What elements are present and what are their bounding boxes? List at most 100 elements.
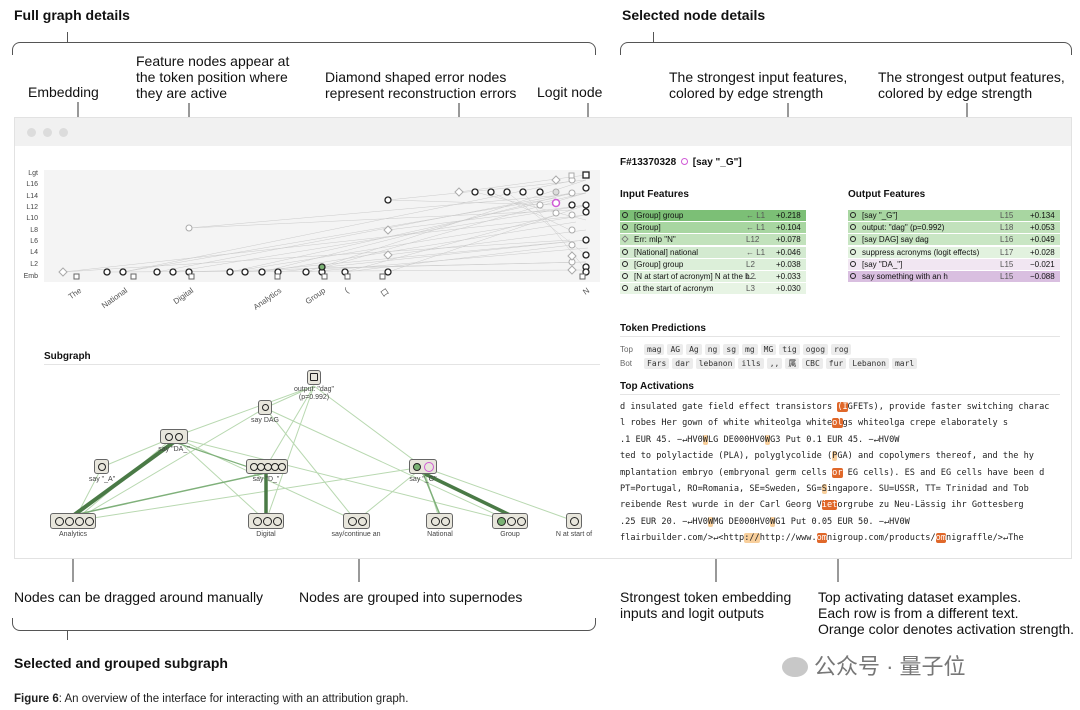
divider bbox=[620, 336, 1060, 337]
feature-value: −0.088 bbox=[1030, 272, 1055, 281]
feature-row[interactable]: say something with an h L15 −0.088 bbox=[848, 271, 1060, 282]
feature-row[interactable]: [Group] group ← L1 +0.218 bbox=[620, 210, 806, 221]
activation-row[interactable]: d insulated gate field effect transistor… bbox=[620, 402, 1060, 412]
feature-circle-icon bbox=[622, 260, 628, 267]
activation-row[interactable]: .25 EUR 20. −↵HV0WMG DE000HV0WG1 Put 0.0… bbox=[620, 516, 1060, 527]
supernode-digital[interactable] bbox=[248, 513, 284, 529]
embedding-node bbox=[73, 273, 80, 280]
supernode-national[interactable] bbox=[426, 513, 453, 529]
activation-highlight: W bbox=[764, 434, 771, 445]
token-pred-top-row: Top mag AG Ag ng sg mg MG tig ogog rog bbox=[620, 344, 854, 355]
figure-caption: Figure 6: An overview of the interface f… bbox=[14, 693, 409, 705]
feature-row[interactable]: output: "dag" (p=0.992) L18 +0.053 bbox=[848, 222, 1060, 234]
activation-row[interactable]: ted to polylactide (PLA), polyglycolide … bbox=[620, 451, 1060, 462]
activation-row[interactable]: PT=Portugal, RO=Romania, SE=Sweden, SG=S… bbox=[620, 484, 1060, 494]
layer-label: L12 bbox=[26, 204, 38, 211]
activation-text: reibende Rest wurde in der Carl Georg V bbox=[620, 500, 822, 511]
feature-row[interactable]: [N at start of acronym] N at the b... L2 +… bbox=[620, 271, 806, 282]
activation-text: gs whiteolga crepe elaborately s bbox=[842, 418, 1009, 429]
feature-row[interactable]: suppress acronyms (logit effects) L17 +0.0… bbox=[848, 246, 1060, 258]
subgraph-label: output: "dag" bbox=[293, 386, 335, 393]
supernode-group[interactable] bbox=[492, 513, 528, 529]
activation-row[interactable]: l robes Her gown of white whiteolga whit… bbox=[620, 418, 1060, 429]
layer-label: L8 bbox=[30, 227, 38, 234]
annotation-strongest-output: The strongest output features, colored by… bbox=[878, 69, 1065, 101]
subgraph-divider bbox=[44, 364, 600, 365]
feature-row[interactable]: at the start of acronym L3 +0.030 bbox=[620, 283, 806, 295]
feature-value: +0.053 bbox=[1030, 223, 1055, 233]
activation-highlight: W bbox=[770, 516, 776, 527]
supernode-analytics[interactable] bbox=[50, 513, 96, 529]
feature-row[interactable]: [say "DA_"] L15 −0.021 bbox=[848, 258, 1060, 270]
supernode-say-a[interactable] bbox=[94, 459, 109, 474]
activation-text: GA) and copolymers thereof, and the hy bbox=[837, 451, 1034, 462]
full-graph-header: Full graph details bbox=[14, 7, 130, 23]
selected-node-header: Selected node details bbox=[622, 7, 766, 23]
feature-node bbox=[519, 188, 527, 196]
feature-row[interactable]: [Group] group L2 +0.038 bbox=[620, 258, 806, 270]
supernode-n-start[interactable] bbox=[566, 513, 582, 529]
token-chip: ng bbox=[704, 344, 721, 355]
error-node-diamond bbox=[551, 175, 561, 185]
activation-text: ted to polylactide (PLA), polyglycolide … bbox=[620, 451, 833, 462]
graph-nodes[interactable] bbox=[103, 171, 590, 276]
supernode-say-da[interactable] bbox=[160, 429, 188, 444]
feature-layer: L2 bbox=[746, 272, 755, 281]
supernode-say-continue[interactable] bbox=[343, 513, 370, 529]
activation-row[interactable]: .1 EUR 45. −↵HV0WLG DE000HV0WG3 Put 0.1 … bbox=[620, 434, 1060, 445]
token-chip: ogog bbox=[802, 344, 829, 355]
window-dot-icon[interactable] bbox=[27, 128, 36, 137]
feature-circle-icon bbox=[850, 236, 856, 243]
feature-row[interactable]: [National] national ← L1 +0.046 bbox=[620, 246, 806, 258]
activation-text: .1 EUR 45. −↵HV0 bbox=[620, 434, 703, 445]
feature-value: +0.134 bbox=[1030, 211, 1055, 220]
feature-name: [say "DA_"] bbox=[862, 259, 903, 269]
feature-row[interactable]: [Group] ← L1 +0.104 bbox=[620, 222, 806, 234]
error-node-diamond bbox=[383, 250, 393, 260]
window-dot-icon[interactable] bbox=[59, 128, 68, 137]
supernode-say-dag[interactable] bbox=[258, 400, 272, 415]
embedding-node bbox=[188, 273, 195, 280]
feature-name: say something with an h bbox=[862, 272, 948, 281]
subgraph-label: say DAG bbox=[250, 417, 280, 424]
feature-layer: L18 bbox=[1000, 223, 1014, 233]
activation-row[interactable]: reibende Rest wurde in der Carl Georg Vi… bbox=[620, 500, 1060, 511]
feature-circle-icon bbox=[850, 224, 856, 231]
logit-node bbox=[568, 172, 575, 179]
annotation-grouped: Nodes are grouped into supernodes bbox=[299, 589, 523, 605]
feature-layer: ← L1 bbox=[746, 223, 766, 233]
feature-value: +0.218 bbox=[776, 211, 801, 220]
embedding-nodes[interactable] bbox=[73, 273, 586, 280]
subgraph-label: N at start of bbox=[555, 531, 593, 538]
token-chip: marl bbox=[891, 358, 918, 369]
activation-text: LG DE000HV0 bbox=[707, 434, 765, 445]
supernode-output-dag[interactable] bbox=[307, 370, 321, 385]
token-chip: rog bbox=[831, 344, 852, 355]
supernode-say-d[interactable] bbox=[246, 459, 288, 474]
token-chip: ,, bbox=[766, 358, 783, 369]
feature-circle-icon bbox=[850, 212, 856, 218]
supernode-say-g[interactable] bbox=[409, 459, 437, 474]
feature-name: [Group] group bbox=[634, 259, 684, 269]
window-dot-icon[interactable] bbox=[43, 128, 52, 137]
error-nodes[interactable] bbox=[58, 175, 577, 277]
feature-value: +0.046 bbox=[776, 247, 801, 257]
annotation-embedding: Embedding bbox=[28, 84, 99, 100]
annotation-strongest-input: The strongest input features, colored by … bbox=[669, 69, 848, 101]
activation-row[interactable]: mplantation embryo (embryonal germ cells… bbox=[620, 467, 1060, 478]
activation-highlight: (I bbox=[837, 402, 848, 412]
layer-label: Emb bbox=[23, 273, 38, 280]
subgraph-label: (p=0.992) bbox=[298, 394, 330, 401]
activation-row[interactable]: flairbuilder.com/>↵<http://http://www.om… bbox=[620, 533, 1060, 544]
activation-text: l robes Her gown of white whiteolga whit… bbox=[620, 418, 833, 429]
layer-label: L4 bbox=[30, 249, 38, 256]
feature-node bbox=[384, 268, 392, 276]
token-chip: tig bbox=[779, 344, 800, 355]
feature-row[interactable]: [say DAG] say dag L16 +0.049 bbox=[848, 234, 1060, 246]
output-features-title: Output Features bbox=[848, 189, 926, 200]
feature-row[interactable]: Err: mlp "N" L12 +0.078 bbox=[620, 234, 806, 246]
feature-row[interactable]: [say "_G"] L15 +0.134 bbox=[848, 210, 1060, 221]
subgraph-label: Analytics bbox=[58, 531, 88, 538]
